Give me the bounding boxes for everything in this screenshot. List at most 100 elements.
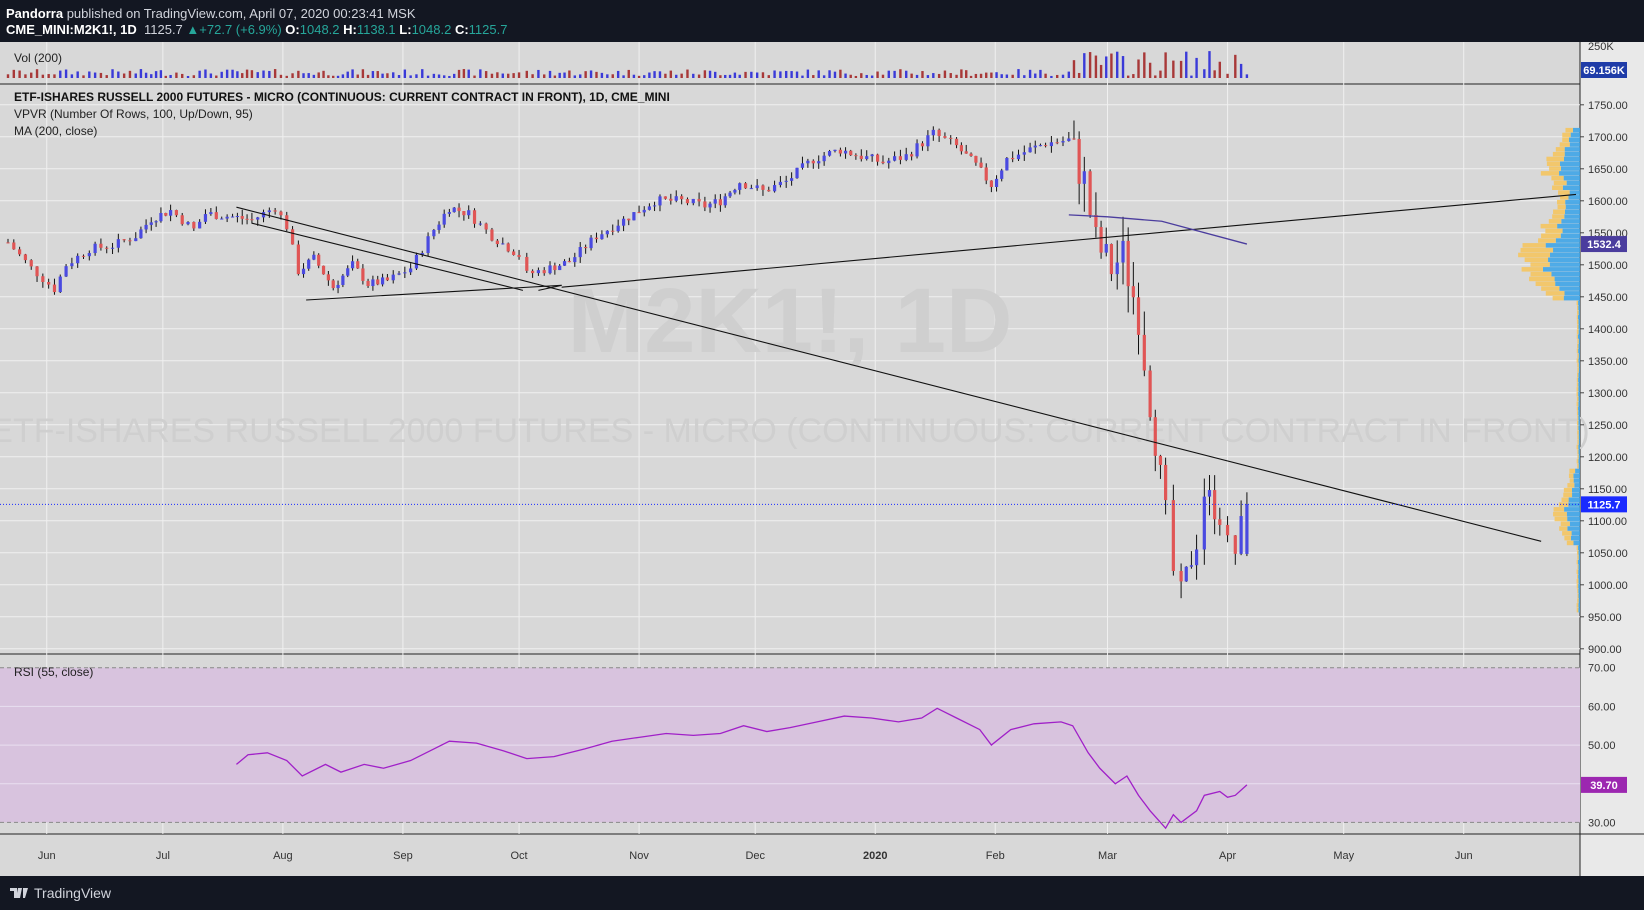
vpvr-up-bar bbox=[1569, 521, 1580, 526]
candle-body bbox=[70, 263, 74, 267]
volume-bar bbox=[467, 69, 470, 78]
vpvr-down-bar bbox=[1577, 343, 1579, 349]
vpvr-down-bar bbox=[1546, 161, 1561, 166]
volume-bar bbox=[627, 69, 630, 78]
candle-body bbox=[1153, 417, 1157, 456]
volume-bar bbox=[822, 75, 826, 78]
volume-bar bbox=[854, 75, 858, 78]
volume-bar bbox=[53, 74, 56, 78]
candle-body bbox=[484, 223, 488, 230]
candle-body bbox=[240, 216, 244, 219]
volume-bar bbox=[245, 69, 249, 78]
vpvr-down-bar bbox=[1553, 209, 1565, 214]
volume-bar bbox=[18, 70, 21, 78]
volume-bar bbox=[990, 72, 993, 78]
vpvr-down-bar bbox=[1577, 555, 1579, 560]
vpvr-down-bar bbox=[1549, 166, 1561, 171]
candle-body bbox=[29, 260, 33, 267]
volume-bar bbox=[443, 75, 446, 78]
candle-body bbox=[1233, 535, 1237, 554]
chart-area[interactable]: M2K1!, 1D ETF-ISHARES RUSSELL 2000 FUTURE… bbox=[0, 42, 1644, 876]
volume-bar bbox=[490, 73, 494, 78]
time-tick-label: Jun bbox=[1455, 850, 1473, 862]
candle-body bbox=[467, 210, 471, 216]
volume-bar bbox=[1044, 73, 1047, 78]
vpvr-down-bar bbox=[1577, 324, 1579, 330]
volume-bar bbox=[473, 75, 476, 78]
header-bar: Pandorra published on TradingView.com, A… bbox=[0, 0, 1644, 42]
candle-body bbox=[713, 199, 717, 204]
vpvr-up-bar bbox=[1578, 449, 1580, 454]
vpvr-down-bar bbox=[1577, 425, 1579, 430]
vpvr-up-bar bbox=[1578, 425, 1580, 430]
candle-body bbox=[584, 247, 588, 249]
vpvr-down-bar bbox=[1559, 526, 1568, 531]
candle-body bbox=[174, 210, 179, 216]
author-name[interactable]: Pandorra bbox=[6, 6, 64, 21]
vpvr-up-bar bbox=[1573, 478, 1580, 483]
volume-bar bbox=[30, 72, 33, 78]
candle-body bbox=[573, 257, 577, 263]
vpvr-up-bar bbox=[1578, 603, 1580, 608]
vpvr-down-bar bbox=[1576, 401, 1579, 406]
vpvr-down-bar bbox=[1577, 415, 1579, 421]
volume-bar bbox=[801, 75, 804, 78]
volume-bar bbox=[47, 74, 50, 78]
volume-bar bbox=[1203, 69, 1206, 78]
candle-body bbox=[1104, 244, 1108, 253]
trendline bbox=[538, 284, 562, 291]
vpvr-up-bar bbox=[1560, 166, 1580, 171]
candle-body bbox=[261, 212, 266, 218]
candle-body bbox=[1000, 170, 1004, 179]
price-tick-label: 1200.00 bbox=[1588, 452, 1628, 464]
volume-bar bbox=[128, 70, 132, 78]
vpvr-down-bar bbox=[1577, 598, 1579, 603]
candle-body bbox=[887, 160, 891, 164]
volume-bar bbox=[501, 73, 504, 78]
candle-body bbox=[341, 275, 345, 285]
candle-body bbox=[674, 196, 678, 201]
candle-body bbox=[144, 224, 148, 230]
candle-body bbox=[755, 185, 759, 189]
vpvr-down-bar bbox=[1577, 449, 1579, 454]
vpvr-up-bar bbox=[1570, 132, 1580, 138]
candle-body bbox=[495, 240, 499, 245]
vpvr-down-bar bbox=[1540, 171, 1560, 176]
vpvr-up-bar bbox=[1578, 569, 1580, 574]
volume-last-badge: 69.156K bbox=[1583, 65, 1625, 77]
vpvr-down-bar bbox=[1553, 511, 1567, 517]
vpvr-down-bar bbox=[1577, 372, 1579, 378]
open-value: 1048.2 bbox=[299, 22, 340, 37]
candle-body bbox=[134, 238, 138, 242]
brand-logo[interactable]: TradingView bbox=[10, 885, 111, 901]
vpvr-up-bar bbox=[1578, 310, 1580, 315]
vpvr-down-bar bbox=[1577, 463, 1579, 469]
volume-bar bbox=[806, 69, 810, 78]
low-value: 1048.2 bbox=[411, 22, 452, 37]
candle-body bbox=[1207, 490, 1212, 497]
candle-body bbox=[279, 211, 283, 216]
candle-body bbox=[1072, 138, 1076, 140]
candle-body bbox=[230, 216, 235, 218]
candle-body bbox=[1213, 490, 1217, 520]
candle-body bbox=[47, 282, 51, 285]
vpvr-up-bar bbox=[1560, 161, 1580, 166]
candle-body bbox=[414, 254, 419, 269]
volume-bar bbox=[1148, 62, 1152, 78]
volume-bar bbox=[738, 74, 741, 78]
candle-body bbox=[1038, 145, 1043, 147]
vpvr-down-bar bbox=[1577, 454, 1579, 459]
rsi-last-badge: 39.70 bbox=[1590, 780, 1618, 792]
vpvr-down-bar bbox=[1564, 535, 1571, 541]
candle-body bbox=[273, 210, 277, 212]
vpvr-down-bar bbox=[1562, 132, 1571, 138]
high-label: H: bbox=[343, 22, 357, 37]
candle-body bbox=[452, 207, 456, 213]
current-price-badge-box bbox=[1581, 496, 1627, 513]
candle-body bbox=[1028, 147, 1032, 153]
candle-body bbox=[632, 212, 636, 221]
symbol-name[interactable]: CME_MINI:M2K1!, 1D bbox=[6, 22, 137, 37]
candle-body bbox=[1082, 171, 1086, 184]
candle-body bbox=[605, 230, 609, 235]
current-price-badge: 1125.7 bbox=[1587, 499, 1620, 511]
